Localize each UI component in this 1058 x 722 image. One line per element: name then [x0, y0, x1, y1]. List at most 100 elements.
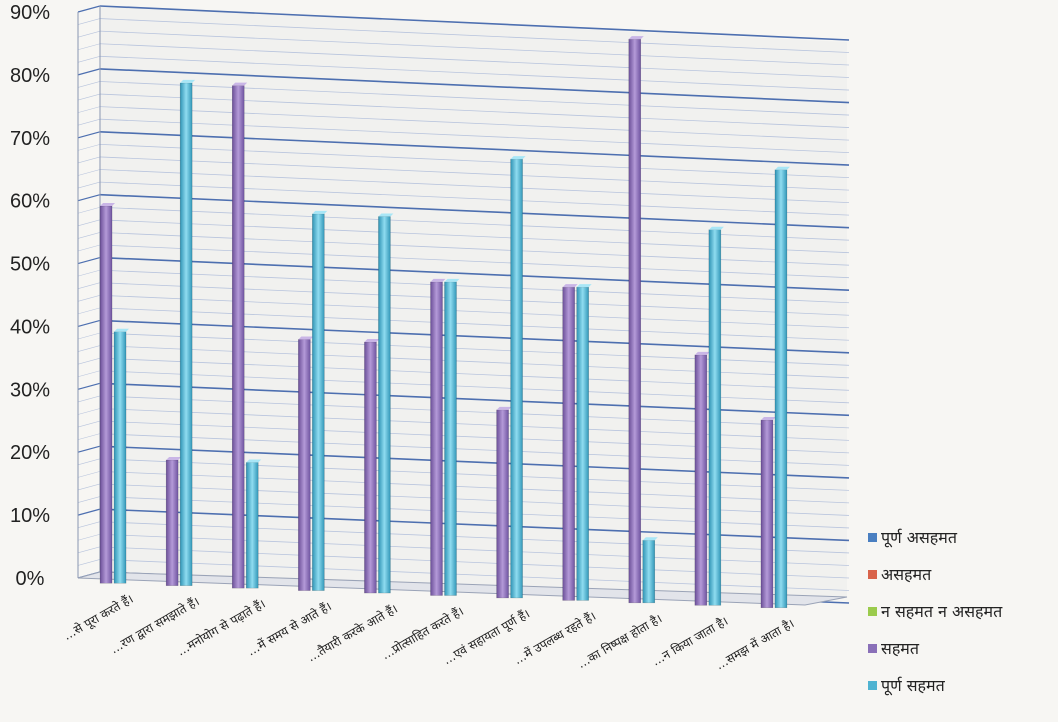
- side-gridline: [77, 30, 101, 38]
- bar-purn-sahmat: [774, 169, 788, 609]
- bar-top: [628, 36, 644, 40]
- major-gridline: [99, 193, 850, 229]
- minor-gridline: [99, 395, 850, 429]
- bar-top: [694, 351, 710, 355]
- side-gridline: [77, 256, 101, 265]
- bar-top: [496, 406, 512, 410]
- minor-gridline: [99, 169, 850, 204]
- legend-label: न सहमत न असहमत: [881, 602, 1003, 621]
- side-gridline: [77, 194, 101, 202]
- side-gridline: [77, 496, 101, 503]
- major-gridline: [99, 382, 850, 417]
- bar-sahmat: [231, 85, 245, 589]
- gridlines: [77, 5, 850, 604]
- side-gridline: [77, 5, 101, 13]
- bar-top: [312, 210, 328, 214]
- side-gridline: [77, 18, 101, 25]
- major-gridline: [99, 5, 850, 41]
- minor-gridline: [99, 219, 850, 254]
- major-gridline: [99, 130, 850, 166]
- minor-gridline: [99, 433, 850, 466]
- side-gridline: [77, 382, 101, 390]
- bar-purn-sahmat: [708, 229, 722, 606]
- side-gridline: [77, 156, 101, 164]
- side-gridline: [77, 445, 101, 453]
- bars: [99, 36, 790, 609]
- side-gridline: [77, 370, 101, 378]
- side-gridline: [77, 458, 101, 466]
- bar-purn-sahmat: [312, 213, 325, 591]
- minor-gridline: [99, 244, 850, 279]
- minor-gridline: [99, 357, 850, 391]
- bar-sahmat: [628, 38, 642, 604]
- bar-sahmat: [694, 354, 708, 606]
- bar-top: [166, 456, 182, 460]
- side-gridline: [77, 219, 101, 227]
- major-gridline: [99, 68, 850, 104]
- side-gridline: [77, 307, 101, 315]
- bar-sahmat: [165, 459, 179, 586]
- minor-gridline: [99, 420, 850, 454]
- bar-sahmat: [562, 286, 575, 601]
- bar-top: [562, 284, 578, 288]
- side-gridline: [77, 81, 101, 88]
- minor-gridline: [99, 458, 850, 491]
- bar-top: [642, 537, 658, 541]
- bar-top: [510, 156, 526, 160]
- minor-gridline: [99, 30, 850, 66]
- bar-sahmat: [760, 419, 774, 609]
- minor-gridline: [99, 232, 850, 266]
- legend: पूर्ण असहमत असहमत न सहमत न असहमत सहमत पूर्ण …: [868, 528, 1003, 696]
- side-gridline: [77, 93, 101, 101]
- y-tick-label: 70%: [10, 128, 50, 150]
- side-gridline: [77, 471, 101, 478]
- minor-gridline: [99, 43, 850, 78]
- side-gridline: [77, 232, 101, 239]
- side-gridline: [77, 332, 101, 340]
- legend-swatch: [868, 570, 877, 579]
- back-wall: [100, 6, 847, 597]
- bar-sahmat: [364, 341, 377, 594]
- bar-top: [298, 336, 314, 340]
- bar-top: [232, 82, 248, 86]
- minor-gridline: [99, 143, 850, 179]
- y-tick-label: 10%: [10, 505, 50, 527]
- side-gridline: [77, 118, 101, 126]
- side-gridline: [77, 420, 101, 428]
- major-gridline: [99, 256, 850, 292]
- side-gridline: [77, 521, 101, 528]
- y-tick-label: 30%: [10, 379, 50, 401]
- bar-top: [246, 459, 262, 463]
- bar-top: [364, 339, 380, 343]
- minor-gridline: [99, 546, 850, 579]
- side-gridline: [77, 106, 101, 113]
- bar-top: [708, 226, 724, 230]
- side-gridline: [77, 483, 101, 491]
- side-gridline: [77, 559, 101, 566]
- minor-gridline: [99, 55, 850, 91]
- bar-purn-sahmat: [245, 462, 259, 589]
- y-tick-label: 40%: [10, 316, 50, 338]
- bar-top: [180, 79, 196, 83]
- minor-gridline: [99, 294, 850, 329]
- minor-gridline: [99, 332, 850, 366]
- bar-top: [378, 213, 394, 217]
- side-gridline: [77, 181, 101, 189]
- legend-swatch: [868, 533, 877, 542]
- legend-swatch: [868, 681, 877, 690]
- minor-gridline: [99, 18, 850, 53]
- bar-purn-sahmat: [378, 216, 391, 594]
- bar-top: [774, 166, 790, 170]
- side-gridline: [77, 408, 101, 415]
- bar-purn-sahmat: [576, 286, 589, 601]
- minor-gridline: [99, 93, 850, 128]
- minor-gridline: [99, 206, 850, 241]
- bar-purn-sahmat: [642, 539, 656, 604]
- side-gridline: [77, 144, 101, 151]
- bar-top: [444, 278, 460, 282]
- y-tick-label: 0%: [16, 568, 45, 590]
- legend-label: पूर्ण सहमत: [881, 676, 946, 696]
- major-gridline: [99, 445, 850, 479]
- bar-sahmat: [99, 205, 113, 584]
